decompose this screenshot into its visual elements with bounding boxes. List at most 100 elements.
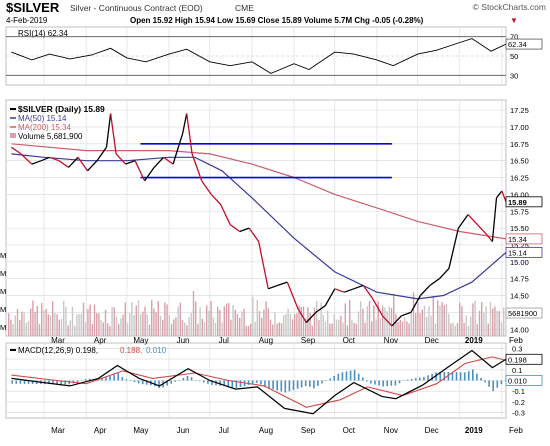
macd-histogram-bar bbox=[325, 380, 327, 381]
volume-bar bbox=[221, 322, 223, 336]
volume-bar bbox=[377, 301, 379, 336]
volume-bar bbox=[349, 300, 351, 336]
volume-bar bbox=[71, 306, 74, 336]
volume-bar bbox=[78, 314, 80, 336]
macd-histogram-bar bbox=[231, 380, 234, 388]
price-segment bbox=[297, 308, 307, 323]
price-segment bbox=[144, 167, 155, 182]
volume-bar bbox=[144, 306, 146, 336]
volume-bar bbox=[104, 309, 107, 336]
price-segment bbox=[31, 160, 42, 165]
macd-histogram-bar bbox=[492, 380, 494, 392]
volume-bar bbox=[179, 302, 181, 336]
macd-histogram-bar bbox=[272, 380, 274, 390]
volume-bar bbox=[10, 319, 12, 336]
volume-bar bbox=[96, 313, 98, 336]
macd-histogram-bar bbox=[410, 378, 413, 381]
volume-bar bbox=[452, 322, 454, 336]
macd-histogram-bar bbox=[500, 380, 503, 385]
macd-histogram-bar bbox=[472, 369, 474, 381]
macd-histogram-bar bbox=[117, 373, 119, 381]
volume-bar bbox=[208, 310, 210, 336]
volume-bar bbox=[298, 305, 300, 336]
macd-value-tag-box bbox=[505, 353, 543, 365]
volume-bar bbox=[217, 306, 219, 336]
macd-histogram-bar bbox=[463, 372, 466, 381]
price-segment bbox=[186, 113, 193, 154]
volume-bar bbox=[467, 325, 470, 336]
macd-histogram-bar bbox=[329, 378, 331, 381]
price-segment bbox=[248, 227, 260, 242]
volume-bar bbox=[146, 314, 148, 336]
x-tick-label: 2019 bbox=[465, 426, 483, 435]
price-tick-label: 14.50 bbox=[510, 292, 529, 301]
macd-histogram-bar bbox=[374, 380, 376, 385]
price-segment bbox=[220, 204, 231, 225]
volume-bar bbox=[58, 319, 60, 336]
volume-bar bbox=[283, 315, 285, 336]
x-tick-label: Jun bbox=[177, 426, 190, 435]
volume-bar bbox=[38, 323, 41, 336]
price-segment bbox=[391, 315, 402, 327]
macd-signal-label: 0.188, bbox=[120, 346, 142, 355]
volume-bar bbox=[30, 308, 32, 336]
volume-bar bbox=[153, 308, 155, 336]
volume-bar bbox=[375, 319, 377, 336]
volume-bar bbox=[234, 310, 236, 336]
macd-histogram-bar bbox=[203, 380, 205, 383]
watermark: © StockCharts.com bbox=[473, 2, 546, 12]
price-segment bbox=[419, 284, 431, 296]
volume-bar bbox=[23, 312, 25, 336]
volume-value-tag-box bbox=[505, 307, 543, 319]
macd-histogram-bar bbox=[296, 380, 299, 389]
quote-date: 4-Feb-2019 bbox=[6, 16, 48, 25]
volume-bar bbox=[263, 309, 265, 336]
price-panel bbox=[5, 99, 507, 337]
macd-histogram-bar bbox=[154, 380, 156, 387]
macd-histogram-bar bbox=[496, 380, 499, 388]
volume-bar bbox=[8, 313, 10, 336]
price-segment bbox=[163, 156, 174, 165]
volume-bar bbox=[410, 312, 412, 336]
volume-bar bbox=[137, 300, 140, 336]
ma200-value-tag-box bbox=[505, 233, 543, 245]
volume-bar bbox=[390, 308, 393, 336]
volume-bar bbox=[60, 319, 63, 336]
macd-histogram-bar bbox=[439, 371, 441, 381]
volume-bar bbox=[388, 306, 390, 336]
price-line bbox=[11, 113, 507, 327]
macd-series-line bbox=[11, 349, 507, 415]
volume-bar bbox=[408, 323, 410, 336]
macd-histogram-bar bbox=[239, 380, 242, 387]
rsi-value-tag-box bbox=[505, 38, 543, 50]
volume-bar bbox=[107, 323, 109, 336]
volume-bar bbox=[14, 315, 16, 336]
price-segment bbox=[448, 227, 460, 269]
x-tick-label: Dec bbox=[425, 336, 439, 345]
macd-histogram-bar bbox=[317, 380, 319, 386]
volume-bar bbox=[247, 325, 250, 336]
price-segment bbox=[467, 214, 478, 226]
volume-bar bbox=[386, 311, 388, 336]
macd-histogram-bar bbox=[484, 380, 486, 383]
volume-bar bbox=[243, 308, 245, 336]
volume-bar bbox=[289, 313, 291, 336]
macd-histogram-bar bbox=[447, 372, 450, 381]
volume-bar bbox=[135, 305, 137, 336]
volume-bar bbox=[256, 300, 258, 336]
volume-bar bbox=[287, 308, 289, 336]
macd-histogram-bar bbox=[398, 380, 401, 384]
volume-bar bbox=[296, 313, 298, 336]
price-tick-label: 17.25 bbox=[510, 106, 529, 115]
volume-bar bbox=[142, 311, 144, 336]
macd-histogram-bar bbox=[300, 380, 303, 388]
macd-histogram-bar bbox=[113, 374, 115, 381]
x-tick-label: Feb bbox=[509, 426, 523, 435]
macd-histogram-bar bbox=[476, 373, 478, 381]
price-tick-label: 15.50 bbox=[510, 224, 529, 233]
volume-bar bbox=[492, 308, 494, 336]
volume-bar bbox=[131, 302, 133, 336]
price-segment bbox=[239, 227, 250, 233]
volume-bar bbox=[214, 322, 217, 336]
volume-bar bbox=[21, 311, 23, 336]
